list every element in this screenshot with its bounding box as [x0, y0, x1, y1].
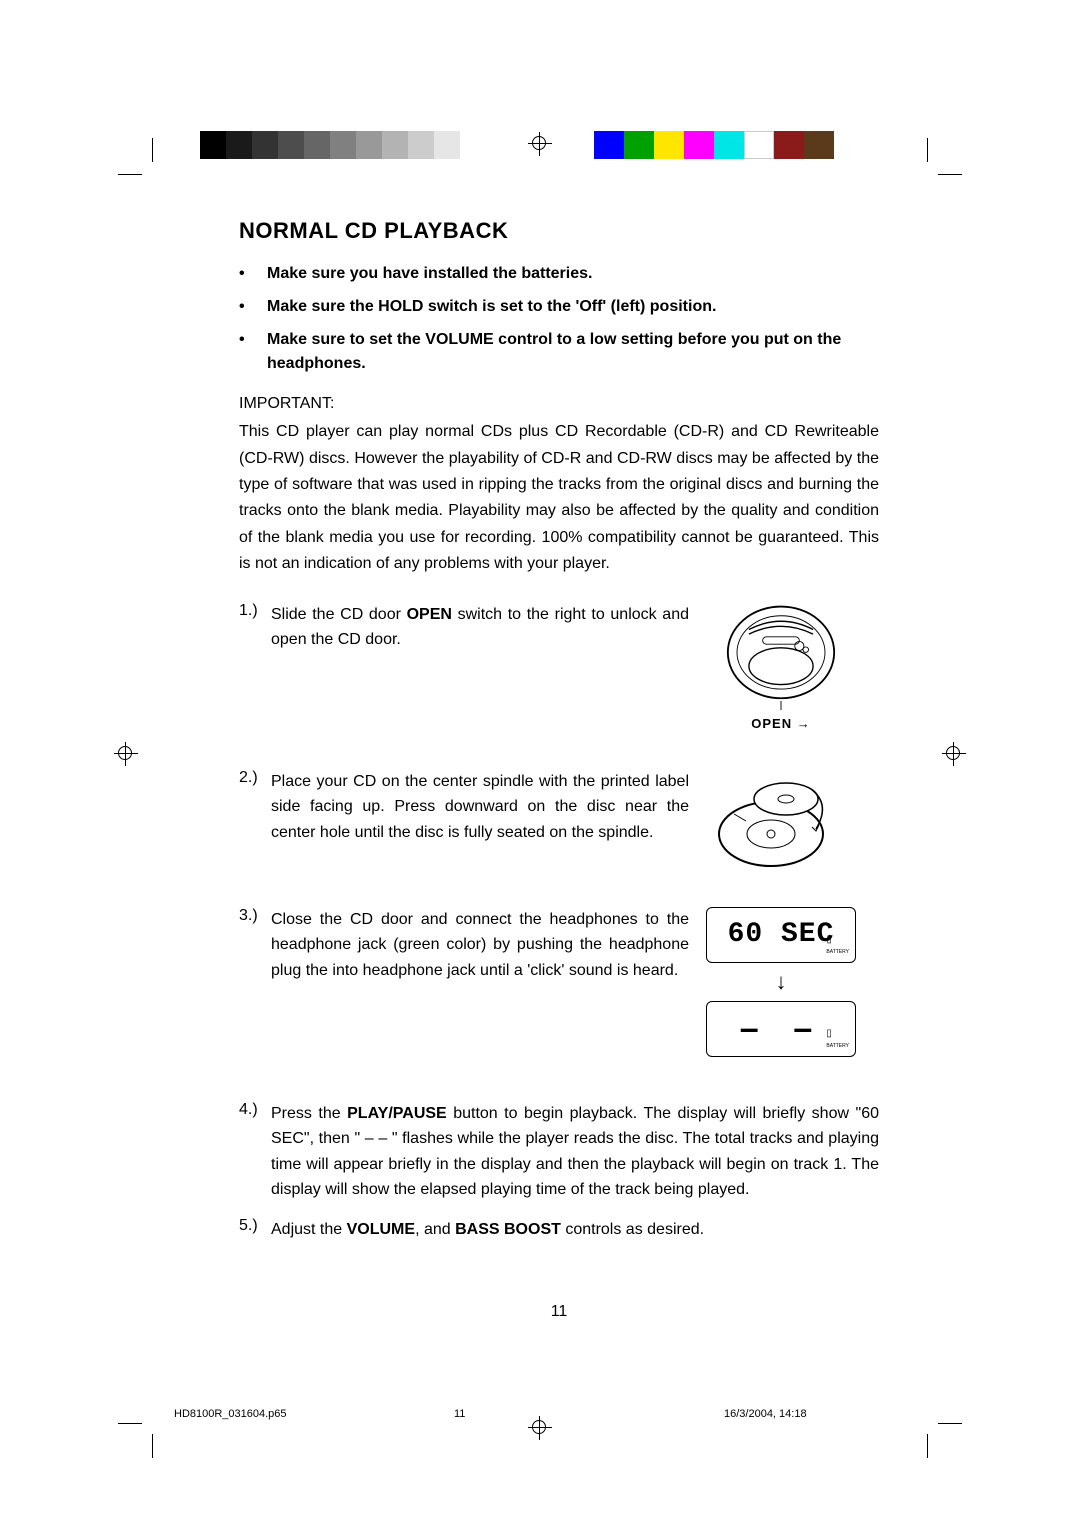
bullet-text: Make sure you have installed the batteri… — [267, 262, 592, 287]
crop-mark — [152, 1434, 153, 1458]
figure-lcd-display: 60 SEC ▯BATTERY ↓ – – ▯BATTERY — [701, 907, 861, 1063]
footer-metadata: HD8100R_031604.p65 11 16/3/2004, 14:18 — [174, 1408, 906, 1420]
lcd-text-60sec: 60 SEC — [728, 919, 835, 950]
step-1: 1.) Slide the CD door OPEN switch to the… — [239, 602, 879, 731]
open-label: OPEN → — [751, 716, 810, 731]
step-number: 1.) — [239, 602, 271, 731]
important-label: IMPORTANT: — [239, 395, 879, 413]
footer-filename: HD8100R_031604.p65 — [174, 1408, 454, 1420]
crop-mark — [152, 138, 153, 162]
crop-mark — [938, 1423, 962, 1424]
registration-mark-icon — [114, 742, 138, 766]
lcd-text-dashes: – – — [741, 1012, 822, 1045]
step-text: Place your CD on the center spindle with… — [271, 769, 701, 869]
cd-player-icon — [716, 602, 846, 712]
battery-icon: ▯BATTERY — [826, 934, 849, 956]
lcd-box-2: – – ▯BATTERY — [706, 1001, 856, 1057]
crop-mark — [118, 1423, 142, 1424]
crop-mark — [927, 138, 928, 162]
crop-mark — [938, 174, 962, 175]
heading: NORMAL CD PLAYBACK — [239, 218, 879, 244]
step-number: 4.) — [239, 1101, 271, 1203]
step-number: 3.) — [239, 907, 271, 1063]
step-text: Adjust the VOLUME, and BASS BOOST contro… — [271, 1217, 879, 1243]
bullet-text: Make sure to set the VOLUME control to a… — [267, 328, 879, 378]
battery-icon: ▯BATTERY — [826, 1028, 849, 1050]
bullet-text: Make sure the HOLD switch is set to the … — [267, 295, 716, 320]
bullet-item: •Make sure to set the VOLUME control to … — [239, 328, 879, 378]
bullet-item: •Make sure you have installed the batter… — [239, 262, 879, 287]
grayscale-bar — [200, 131, 460, 159]
bullet-dot: • — [239, 328, 267, 378]
crop-mark — [927, 1434, 928, 1458]
step-4: 4.) Press the PLAY/PAUSE button to begin… — [239, 1101, 879, 1203]
footer-date: 16/3/2004, 14:18 — [604, 1408, 906, 1420]
page-content: NORMAL CD PLAYBACK •Make sure you have i… — [239, 218, 879, 1281]
step-text: Close the CD door and connect the headph… — [271, 907, 701, 1063]
registration-mark-icon — [528, 132, 552, 156]
step-2: 2.) Place your CD on the center spindle … — [239, 769, 879, 869]
bullet-list: •Make sure you have installed the batter… — [239, 262, 879, 377]
disc-insert-icon — [716, 769, 846, 869]
step-number: 5.) — [239, 1217, 271, 1243]
bullet-item: •Make sure the HOLD switch is set to the… — [239, 295, 879, 320]
steps-list: 1.) Slide the CD door OPEN switch to the… — [239, 602, 879, 1243]
lcd-box-1: 60 SEC ▯BATTERY — [706, 907, 856, 963]
crop-mark — [118, 174, 142, 175]
color-bar — [594, 131, 834, 159]
step-number: 2.) — [239, 769, 271, 869]
bullet-dot: • — [239, 295, 267, 320]
down-arrow-icon: ↓ — [776, 969, 787, 995]
figure-disc-insert — [701, 769, 861, 869]
important-paragraph: This CD player can play normal CDs plus … — [239, 419, 879, 577]
page-number: 11 — [239, 1303, 879, 1321]
step-text: Press the PLAY/PAUSE button to begin pla… — [271, 1101, 879, 1203]
footer-page: 11 — [454, 1408, 604, 1420]
registration-mark-icon — [942, 742, 966, 766]
bullet-dot: • — [239, 262, 267, 287]
step-5: 5.) Adjust the VOLUME, and BASS BOOST co… — [239, 1217, 879, 1243]
step-3: 3.) Close the CD door and connect the he… — [239, 907, 879, 1063]
step-text: Slide the CD door OPEN switch to the rig… — [271, 602, 701, 731]
figure-cd-player-open: OPEN → — [701, 602, 861, 731]
